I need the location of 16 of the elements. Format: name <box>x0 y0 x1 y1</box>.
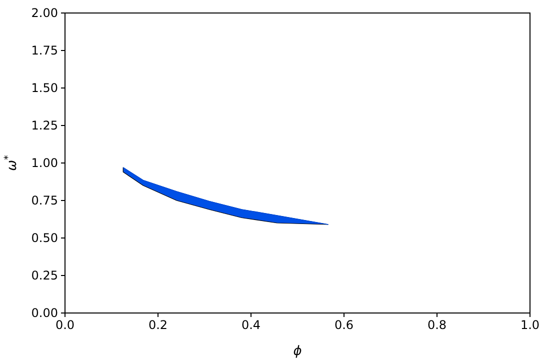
x-tick-label: 1.0 <box>520 318 540 332</box>
y-tick-label: 1.25 <box>31 118 58 133</box>
x-tick-label: 0.2 <box>148 318 168 332</box>
x-tick-label: 0.6 <box>334 318 354 332</box>
y-tick-label: 1.50 <box>31 81 58 96</box>
y-tick-label: 0.50 <box>31 231 58 246</box>
x-tick-label: 0.8 <box>427 318 447 332</box>
y-tick-label: 0.00 <box>31 306 58 320</box>
y-tick-label: 0.25 <box>31 268 58 283</box>
y-tick-label: 1.75 <box>31 44 58 58</box>
y-tick-label: 1.00 <box>31 156 58 170</box>
x-axis-title: ϕ <box>293 344 302 359</box>
x-tick-label: 0.4 <box>241 318 261 332</box>
y-tick-label: 2.00 <box>31 6 58 20</box>
x-tick-label: 0.0 <box>55 318 75 332</box>
y-tick-label: 0.75 <box>31 194 58 208</box>
